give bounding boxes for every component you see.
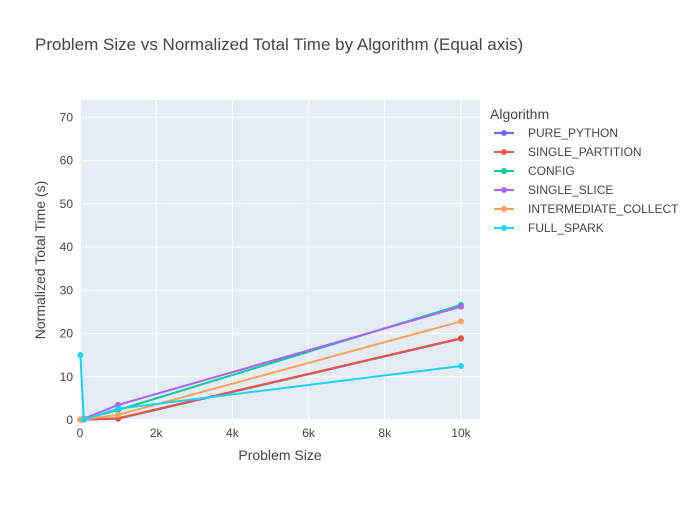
y-tick-label: 70	[60, 110, 74, 124]
grid-lines	[79, 100, 480, 421]
legend-label: SINGLE_SLICE	[528, 183, 613, 197]
data-point	[80, 416, 87, 423]
legend-label: INTERMEDIATE_COLLECT	[528, 202, 679, 216]
legend-swatch-marker	[501, 225, 507, 231]
data-point	[115, 411, 122, 418]
legend-swatch-marker	[501, 168, 507, 174]
data-point	[457, 362, 464, 369]
x-tick-label: 6k	[302, 426, 316, 440]
plot-area	[80, 100, 480, 420]
series-layer	[77, 301, 464, 423]
legend-item-pure-python[interactable]: PURE_PYTHON	[494, 126, 618, 140]
legend-swatch-marker	[501, 130, 507, 136]
x-tick-label: 8k	[378, 426, 392, 440]
series-full-spark	[77, 352, 464, 423]
data-point	[457, 318, 464, 325]
x-tick-label: 0	[77, 426, 84, 440]
legend-title: Algorithm	[490, 106, 549, 122]
legend-item-single-slice[interactable]: SINGLE_SLICE	[494, 183, 613, 197]
legend-item-config[interactable]: CONFIG	[494, 164, 575, 178]
y-tick-label: 20	[60, 327, 74, 341]
x-axis-label: Problem Size	[238, 447, 321, 463]
legend-label: FULL_SPARK	[528, 221, 604, 235]
legend-swatch-marker	[501, 206, 507, 212]
y-axis-label: Normalized Total Time (s)	[32, 181, 48, 339]
legend-item-single-partition[interactable]: SINGLE_PARTITION	[494, 145, 642, 159]
data-point	[77, 352, 84, 359]
axis-ticks: 0 10 20 30 40 50 60 70 0 2k 4k 6k 8k 10k	[60, 110, 472, 440]
y-tick-label: 10	[60, 370, 74, 384]
chart-title: Problem Size vs Normalized Total Time by…	[35, 35, 523, 54]
y-tick-label: 60	[60, 154, 74, 168]
legend: PURE_PYTHON SINGLE_PARTITION CONFIG SINGLE_…	[494, 126, 679, 235]
legend-label: CONFIG	[528, 164, 575, 178]
legend-item-intermediate-collect[interactable]: INTERMEDIATE_COLLECT	[494, 202, 679, 216]
y-tick-label: 40	[60, 240, 74, 254]
x-tick-label: 10k	[451, 426, 471, 440]
legend-label: PURE_PYTHON	[528, 126, 618, 140]
legend-swatch-marker	[501, 149, 507, 155]
y-tick-label: 0	[66, 413, 73, 427]
data-point	[457, 303, 464, 310]
legend-item-full-spark[interactable]: FULL_SPARK	[494, 221, 604, 235]
legend-swatch-marker	[501, 187, 507, 193]
data-point	[457, 335, 464, 342]
data-point	[115, 405, 122, 412]
series-line-full-spark	[79, 355, 462, 421]
legend-label: SINGLE_PARTITION	[528, 145, 642, 159]
x-tick-label: 2k	[150, 426, 164, 440]
y-tick-label: 50	[60, 197, 74, 211]
y-tick-label: 30	[60, 283, 74, 297]
x-tick-label: 4k	[226, 426, 240, 440]
